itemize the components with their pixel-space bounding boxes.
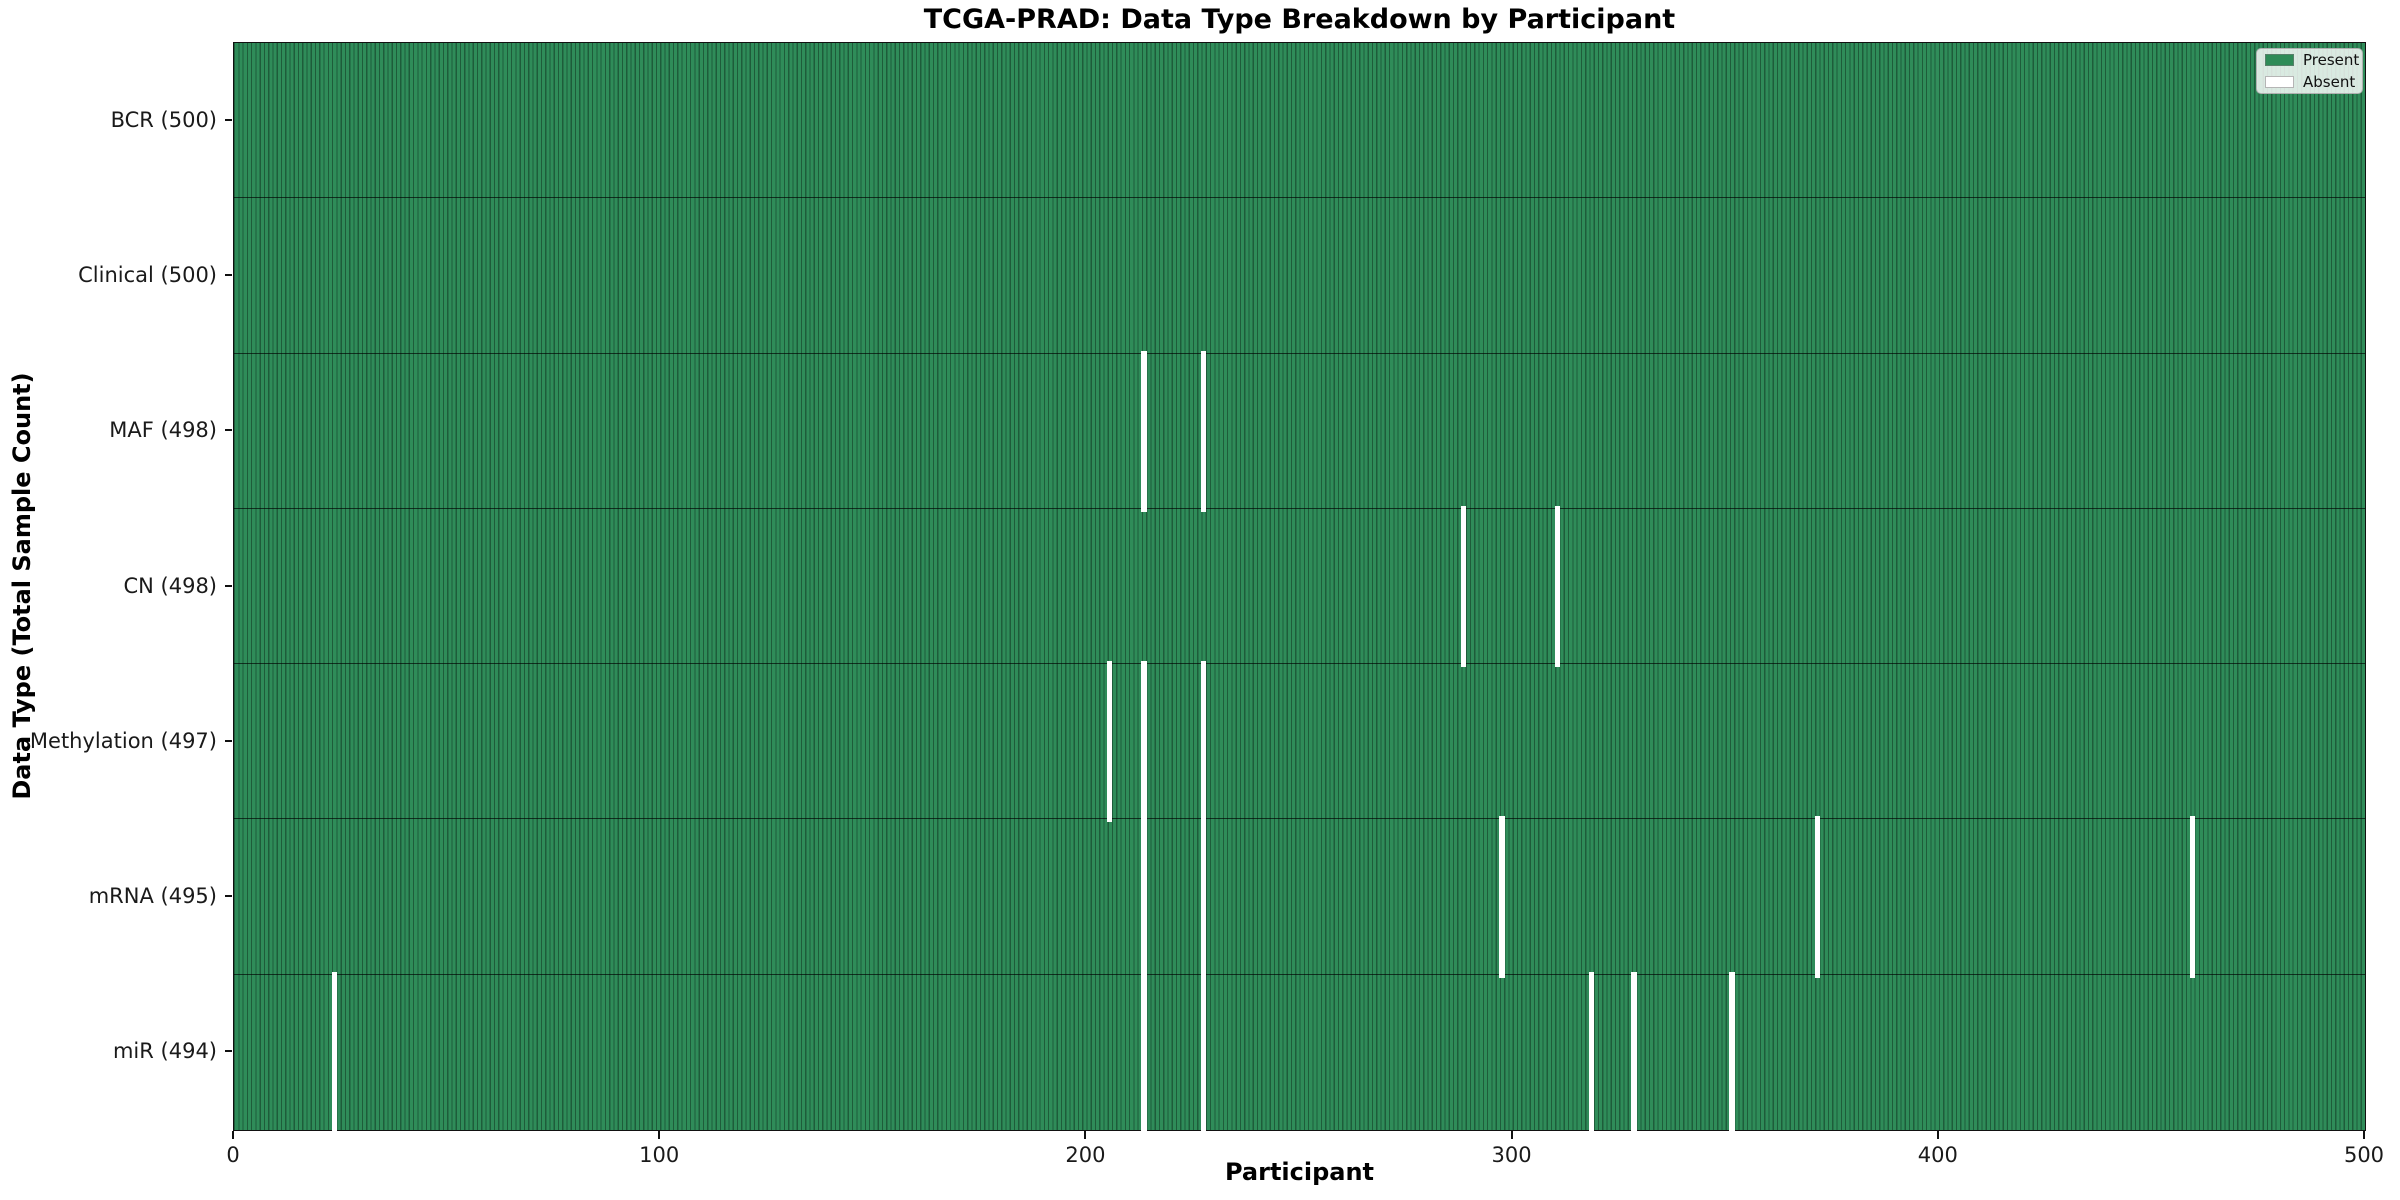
absent-gap [1141, 661, 1147, 823]
y-tick-mark [225, 584, 232, 587]
x-tick-label: 200 [1065, 1143, 1106, 1167]
absent-gap [1499, 816, 1505, 978]
absent-gap [1200, 971, 1207, 1133]
x-tick-mark [658, 1131, 661, 1139]
absent-swatch [2265, 76, 2294, 88]
x-tick-mark [1510, 1131, 1513, 1139]
chart-title: TCGA-PRAD: Data Type Breakdown by Partic… [923, 4, 1676, 35]
absent-gap [1554, 505, 1560, 668]
absent-gap [1814, 816, 1820, 978]
y-tick-label: CN (498) [123, 573, 217, 598]
x-tick-mark [2363, 1131, 2365, 1139]
legend-item-present: Present [2265, 51, 2359, 69]
y-tick-mark [225, 739, 232, 742]
x-axis-title: Participant [1224, 1158, 1375, 1186]
data-row [234, 975, 2365, 1130]
absent-gap [1107, 661, 1113, 823]
absent-gap [1631, 971, 1637, 1133]
y-tick-label: Clinical (500) [78, 262, 217, 287]
absent-gap [1200, 350, 1207, 512]
x-tick-label: 100 [639, 1143, 680, 1167]
legend-label-absent: Absent [2303, 73, 2356, 91]
absent-gap [331, 971, 337, 1133]
absent-gap [1200, 661, 1207, 823]
y-tick-mark [225, 1050, 232, 1053]
y-tick-labels: BCR (500) Clinical (500) MAF (498) CN (498)… [0, 42, 233, 1131]
x-tick-label: 0 [226, 1143, 240, 1167]
absent-gap [1200, 816, 1207, 978]
absent-gap [2189, 816, 2195, 978]
legend-label-present: Present [2303, 51, 2360, 69]
data-row [234, 198, 2365, 354]
data-row [234, 819, 2365, 975]
x-tick-mark [1936, 1131, 1939, 1139]
absent-gap [1729, 971, 1735, 1133]
absent-gap [1141, 350, 1147, 512]
data-row [234, 43, 2365, 199]
y-tick-label: BCR (500) [110, 107, 217, 132]
x-tick-mark [232, 1131, 234, 1139]
x-tick-label: 400 [1917, 1143, 1958, 1167]
y-tick-label: MAF (498) [109, 418, 217, 443]
y-tick-mark [225, 118, 232, 121]
absent-gap [1141, 971, 1147, 1133]
y-tick-mark [225, 429, 232, 432]
absent-gap [1588, 971, 1595, 1133]
legend: Present Absent [2256, 48, 2363, 94]
data-row [234, 509, 2365, 665]
absent-gap [1141, 816, 1147, 978]
present-swatch [2265, 54, 2294, 66]
y-tick-mark [225, 273, 232, 276]
data-row [234, 664, 2365, 820]
absent-gap [1460, 505, 1467, 668]
plot-area [233, 42, 2366, 1133]
x-tick-label: 300 [1491, 1143, 1532, 1167]
y-tick-label: Methylation (497) [29, 728, 217, 753]
data-row [234, 354, 2365, 509]
y-tick-label: miR (494) [112, 1039, 217, 1064]
x-tick-labels: 0 100 200 300 400 500 [226, 1131, 2384, 1175]
x-tick-label: 500 [2343, 1143, 2385, 1167]
x-tick-mark [1084, 1131, 1087, 1139]
y-tick-mark [225, 895, 232, 898]
legend-item-absent: Absent [2265, 73, 2356, 91]
y-tick-label: mRNA (495) [88, 884, 217, 909]
